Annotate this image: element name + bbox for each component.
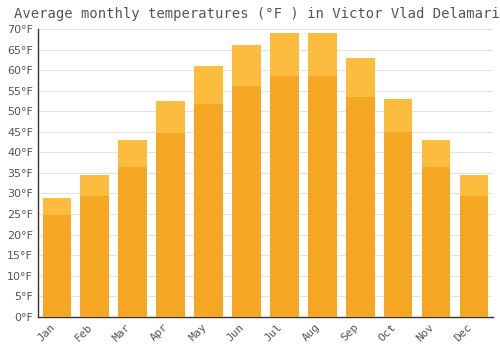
Bar <box>80 175 109 317</box>
Bar <box>384 99 412 317</box>
Bar <box>232 46 260 86</box>
Bar <box>346 58 374 97</box>
Bar <box>460 175 488 196</box>
Bar <box>156 101 185 317</box>
Bar <box>422 140 450 317</box>
Title: Average monthly temperatures (°F ) in Victor Vlad Delamarina: Average monthly temperatures (°F ) in Vi… <box>14 7 500 21</box>
Bar <box>118 140 147 167</box>
Bar <box>308 33 336 317</box>
Bar <box>42 198 71 216</box>
Bar <box>80 175 109 196</box>
Bar <box>194 66 223 317</box>
Bar <box>308 33 336 76</box>
Bar <box>42 198 71 317</box>
Bar <box>156 101 185 133</box>
Bar <box>118 140 147 317</box>
Bar <box>422 140 450 167</box>
Bar <box>270 33 298 76</box>
Bar <box>232 46 260 317</box>
Bar <box>346 58 374 317</box>
Bar <box>384 99 412 132</box>
Bar <box>460 175 488 317</box>
Bar <box>270 33 298 317</box>
Bar <box>194 66 223 104</box>
